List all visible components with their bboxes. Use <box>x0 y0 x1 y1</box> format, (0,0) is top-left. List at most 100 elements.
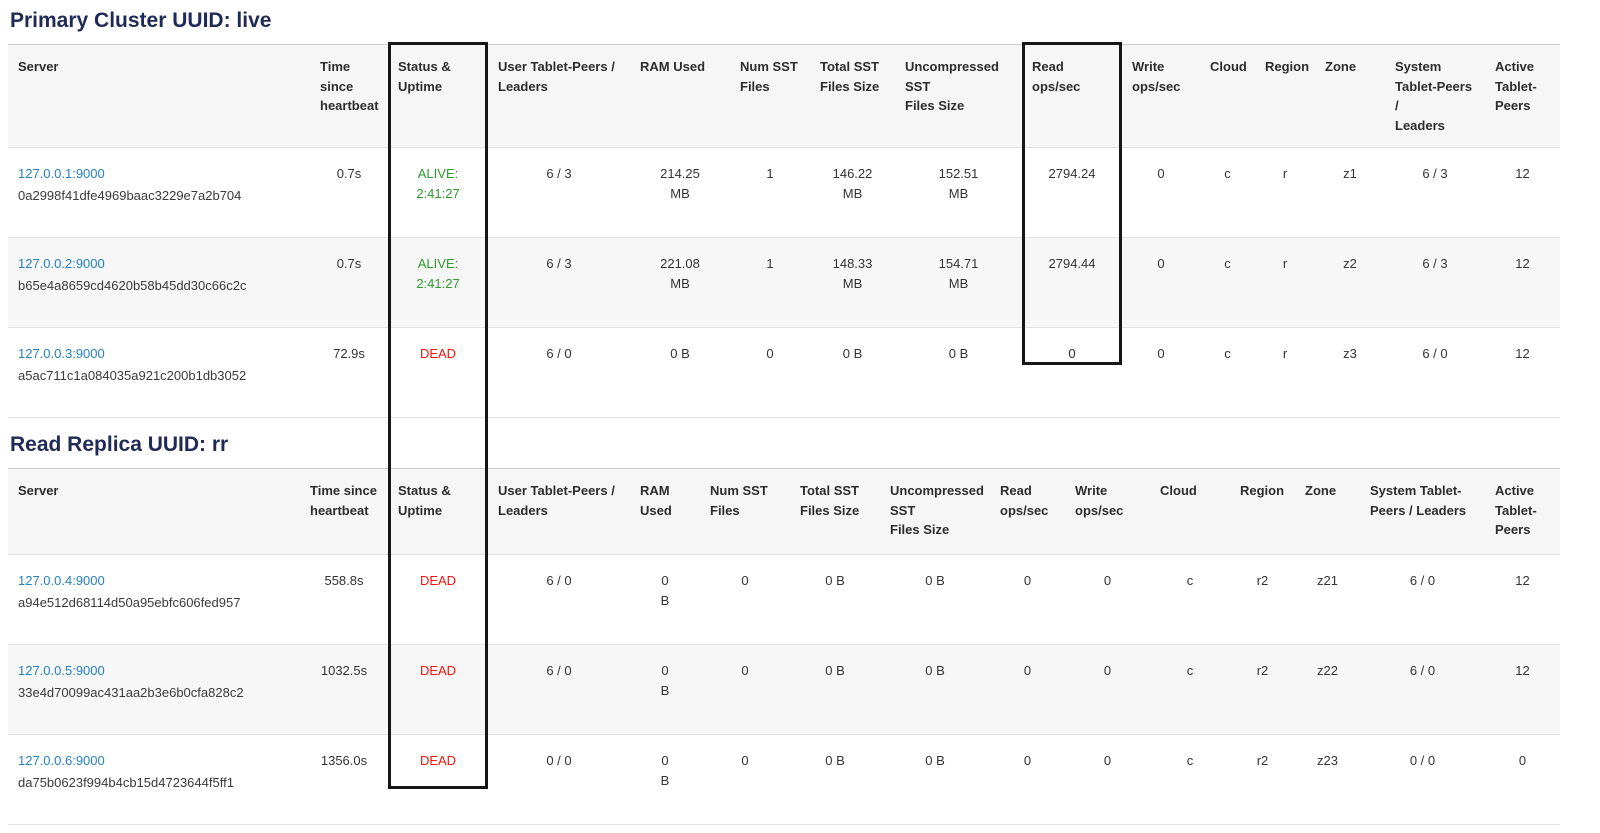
column-header: Read ops/sec <box>1022 44 1122 148</box>
read-ops-sec-cell: 2794.24 <box>1022 147 1122 238</box>
ram-used-cell: 0 B <box>630 327 730 418</box>
read-ops-sec-cell: 0 <box>990 554 1065 645</box>
server-link[interactable]: 127.0.0.5:9000 <box>18 663 105 678</box>
column-header: Server <box>8 44 310 148</box>
primary-cluster-table: Server Time since heartbeat Status & Uptim… <box>8 44 1560 418</box>
column-header: Region <box>1255 44 1315 148</box>
server-row: 127.0.0.2:9000 b65e4a8659cd4620b58b45dd30… <box>8 237 1560 328</box>
column-header: Status & Uptime <box>388 468 488 555</box>
column-header: User Tablet-Peers / Leaders <box>488 468 630 555</box>
time-since-heartbeat-cell: 72.9s <box>310 327 388 418</box>
server-uuid: 33e4d70099ac431aa2b3e6b0cfa828c2 <box>18 685 244 701</box>
num-sst-files-cell: 1 <box>730 237 810 328</box>
zone-cell: z1 <box>1315 147 1385 238</box>
region-cell: r2 <box>1230 734 1295 825</box>
num-sst-files-cell: 0 <box>730 327 810 418</box>
num-sst-files-cell: 0 <box>700 734 790 825</box>
server-link[interactable]: 127.0.0.3:9000 <box>18 346 105 361</box>
column-header: Cloud <box>1150 468 1230 555</box>
user-tablet-peers-leaders-cell: 0 / 0 <box>488 734 630 825</box>
ram-used-cell: 0 B <box>630 734 700 825</box>
server-cell: 127.0.0.1:9000 0a2998f41dfe4969baac3229e7… <box>8 147 310 238</box>
column-header: Num SST Files <box>700 468 790 555</box>
column-header: Write ops/sec <box>1065 468 1150 555</box>
time-since-heartbeat-cell: 0.7s <box>310 237 388 328</box>
column-header: Num SST Files <box>730 44 810 148</box>
server-cell: 127.0.0.5:9000 33e4d70099ac431aa2b3e6b0cf… <box>8 644 300 735</box>
total-sst-files-size-cell: 0 B <box>790 644 880 735</box>
read-ops-sec-cell: 0 <box>1022 327 1122 418</box>
cloud-cell: c <box>1150 554 1230 645</box>
cloud-cell: c <box>1150 644 1230 735</box>
write-ops-sec-cell: 0 <box>1122 237 1200 328</box>
zone-cell: z2 <box>1315 237 1385 328</box>
column-header: Cloud <box>1200 44 1255 148</box>
server-row: 127.0.0.4:9000 a94e512d68114d50a95ebfc606… <box>8 554 1560 645</box>
ram-used-cell: 214.25 MB <box>630 147 730 238</box>
write-ops-sec-cell: 0 <box>1065 644 1150 735</box>
region-cell: r <box>1255 327 1315 418</box>
server-link[interactable]: 127.0.0.4:9000 <box>18 573 105 588</box>
server-row: 127.0.0.6:9000 da75b0623f994b4cb15d472364… <box>8 734 1560 825</box>
num-sst-files-cell: 0 <box>700 644 790 735</box>
active-tablet-peers-cell: 12 <box>1485 644 1560 735</box>
region-cell: r <box>1255 147 1315 238</box>
server-cell: 127.0.0.3:9000 a5ac711c1a084035a921c200b1… <box>8 327 310 418</box>
zone-cell: z22 <box>1295 644 1360 735</box>
write-ops-sec-cell: 0 <box>1122 147 1200 238</box>
primary-cluster-title: Primary Cluster UUID: live <box>10 9 272 32</box>
total-sst-files-size-cell: 0 B <box>790 734 880 825</box>
column-header: Active Tablet- Peers <box>1485 468 1560 555</box>
server-cell: 127.0.0.2:9000 b65e4a8659cd4620b58b45dd30… <box>8 237 310 328</box>
read-replica-table: Server Time since heartbeat Status & Uptim… <box>8 468 1560 825</box>
zone-cell: z21 <box>1295 554 1360 645</box>
active-tablet-peers-cell: 12 <box>1485 237 1560 328</box>
column-header: Active Tablet- Peers <box>1485 44 1560 148</box>
system-tablet-peers-leaders-cell: 0 / 0 <box>1360 734 1485 825</box>
region-cell: r <box>1255 237 1315 328</box>
column-header: Uncompressed SST Files Size <box>895 44 1022 148</box>
num-sst-files-cell: 0 <box>700 554 790 645</box>
uncompressed-sst-files-size-cell: 0 B <box>880 734 990 825</box>
active-tablet-peers-cell: 12 <box>1485 554 1560 645</box>
status-cell: DEAD <box>388 644 488 735</box>
total-sst-files-size-cell: 0 B <box>790 554 880 645</box>
region-cell: r2 <box>1230 554 1295 645</box>
cloud-cell: c <box>1200 327 1255 418</box>
read-ops-sec-cell: 2794.44 <box>1022 237 1122 328</box>
system-tablet-peers-leaders-cell: 6 / 3 <box>1385 147 1485 238</box>
write-ops-sec-cell: 0 <box>1065 734 1150 825</box>
write-ops-sec-cell: 0 <box>1065 554 1150 645</box>
server-link[interactable]: 127.0.0.6:9000 <box>18 753 105 768</box>
uncompressed-sst-files-size-cell: 152.51 MB <box>895 147 1022 238</box>
server-link[interactable]: 127.0.0.2:9000 <box>18 256 105 271</box>
time-since-heartbeat-cell: 1032.5s <box>300 644 388 735</box>
server-uuid: 0a2998f41dfe4969baac3229e7a2b704 <box>18 188 242 204</box>
active-tablet-peers-cell: 0 <box>1485 734 1560 825</box>
server-cell: 127.0.0.4:9000 a94e512d68114d50a95ebfc606… <box>8 554 300 645</box>
cloud-cell: c <box>1150 734 1230 825</box>
column-header: Server <box>8 468 300 555</box>
total-sst-files-size-cell: 148.33 MB <box>810 237 895 328</box>
status-cell: ALIVE: 2:41:27 <box>388 237 488 328</box>
cloud-cell: c <box>1200 147 1255 238</box>
column-header: RAM Used <box>630 468 700 555</box>
server-row: 127.0.0.1:9000 0a2998f41dfe4969baac3229e7… <box>8 147 1560 238</box>
read-ops-sec-cell: 0 <box>990 644 1065 735</box>
zone-cell: z23 <box>1295 734 1360 825</box>
user-tablet-peers-leaders-cell: 6 / 3 <box>488 237 630 328</box>
user-tablet-peers-leaders-cell: 6 / 0 <box>488 644 630 735</box>
uncompressed-sst-files-size-cell: 154.71 MB <box>895 237 1022 328</box>
column-header: RAM Used <box>630 44 730 148</box>
server-cell: 127.0.0.6:9000 da75b0623f994b4cb15d472364… <box>8 734 300 825</box>
server-row: 127.0.0.5:9000 33e4d70099ac431aa2b3e6b0cf… <box>8 644 1560 735</box>
read-ops-sec-cell: 0 <box>990 734 1065 825</box>
write-ops-sec-cell: 0 <box>1122 327 1200 418</box>
status-cell: DEAD <box>388 327 488 418</box>
column-header: Write ops/sec <box>1122 44 1200 148</box>
server-link[interactable]: 127.0.0.1:9000 <box>18 166 105 181</box>
time-since-heartbeat-cell: 558.8s <box>300 554 388 645</box>
user-tablet-peers-leaders-cell: 6 / 0 <box>488 554 630 645</box>
total-sst-files-size-cell: 0 B <box>810 327 895 418</box>
